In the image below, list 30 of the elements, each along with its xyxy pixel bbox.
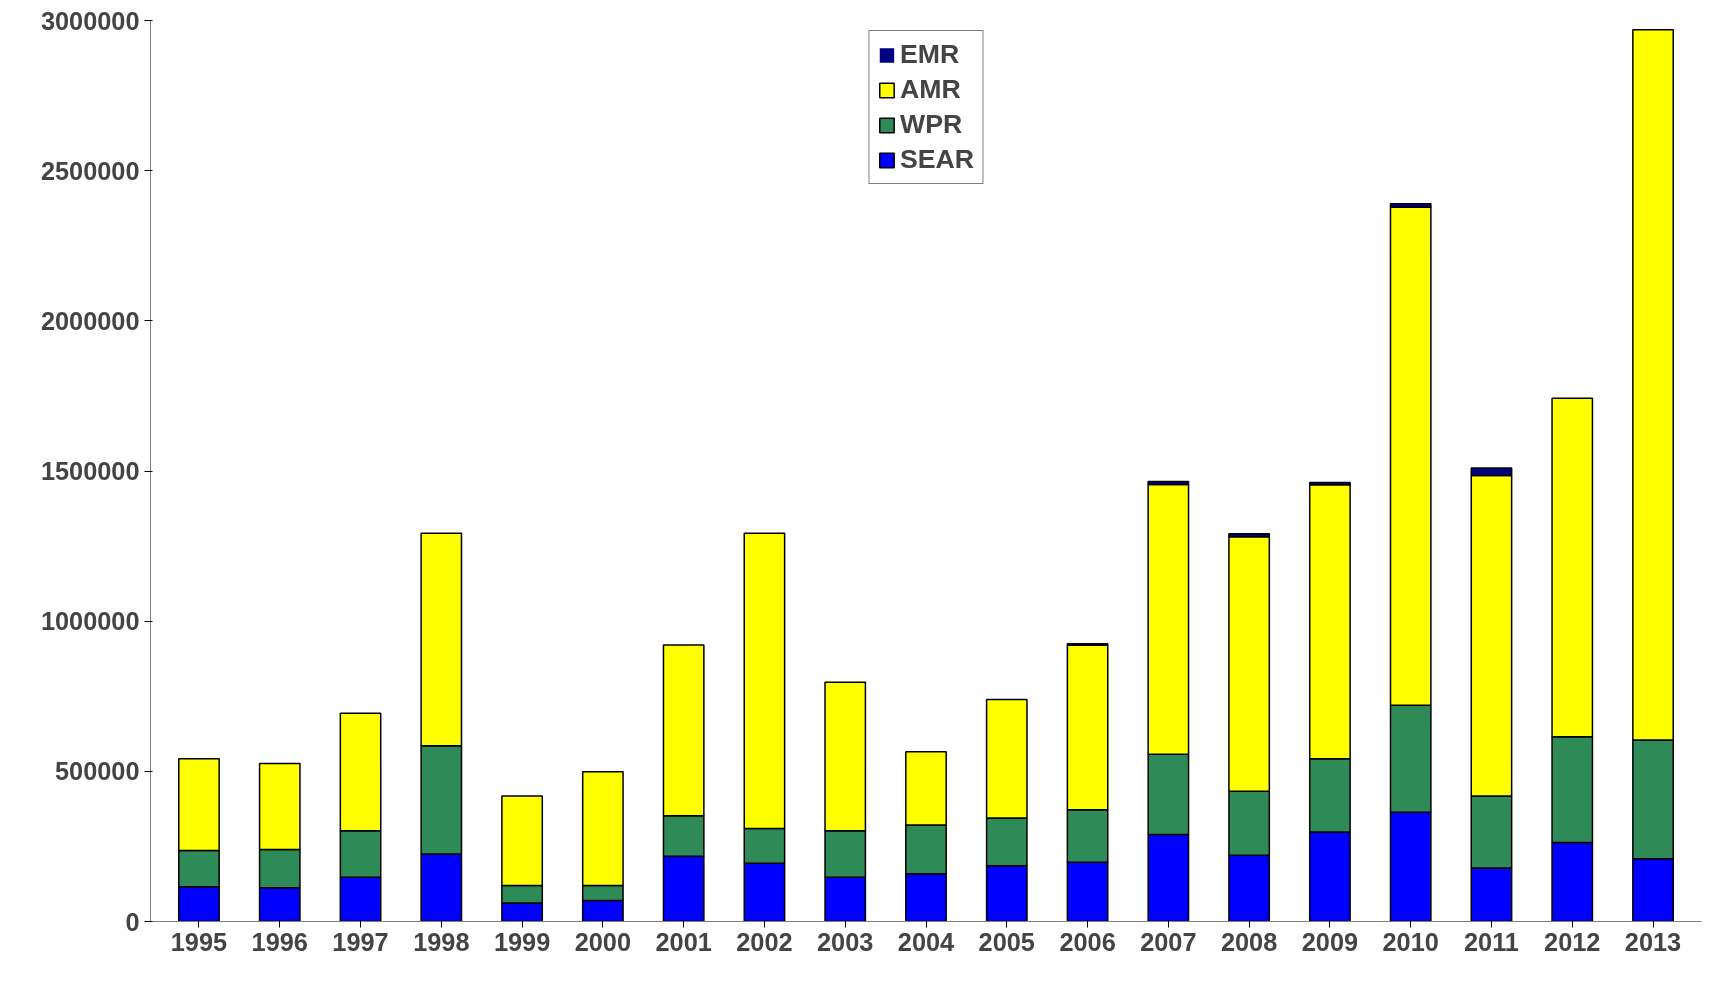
x-tick-label: 1999 <box>493 927 551 956</box>
legend-label: WPR <box>899 109 963 140</box>
x-tick-label: 1997 <box>332 927 389 956</box>
x-tick-label: 2011 <box>1463 927 1519 956</box>
x-tick-label: 2003 <box>817 927 874 956</box>
x-tick-label: 2000 <box>574 927 632 956</box>
y-tick-label: 1000000 <box>40 607 140 636</box>
y-tick-label: 500000 <box>54 757 140 786</box>
x-tick-label: 2007 <box>1140 927 1197 956</box>
legend-label: SEAR <box>899 144 975 175</box>
legend-label: EMR <box>899 39 960 70</box>
x-tick-label: 1996 <box>251 927 308 956</box>
x-tick-label: 2008 <box>1220 927 1278 956</box>
x-tick-label: 2013 <box>1624 927 1682 956</box>
y-tick-label: 2500000 <box>40 156 140 185</box>
x-tick-label: 2001 <box>655 927 712 956</box>
x-tick-label: 2002 <box>736 927 793 956</box>
x-tick-label: 2004 <box>897 927 955 956</box>
x-tick-label: 1998 <box>413 927 470 956</box>
x-tick-label: 2006 <box>1059 927 1116 956</box>
y-tick-label: 0 <box>125 907 140 936</box>
x-tick-label: 2010 <box>1382 927 1439 956</box>
x-tick-label: 2012 <box>1544 927 1601 956</box>
y-tick-label: 2000000 <box>40 306 140 335</box>
legend-label: AMR <box>899 74 961 105</box>
x-tick-label: 2009 <box>1301 927 1359 956</box>
x-tick-label: 2005 <box>978 927 1035 956</box>
y-tick-label: 1500000 <box>40 457 140 485</box>
y-tick-label: 3000000 <box>40 6 140 35</box>
x-tick-label: 1995 <box>170 927 228 956</box>
